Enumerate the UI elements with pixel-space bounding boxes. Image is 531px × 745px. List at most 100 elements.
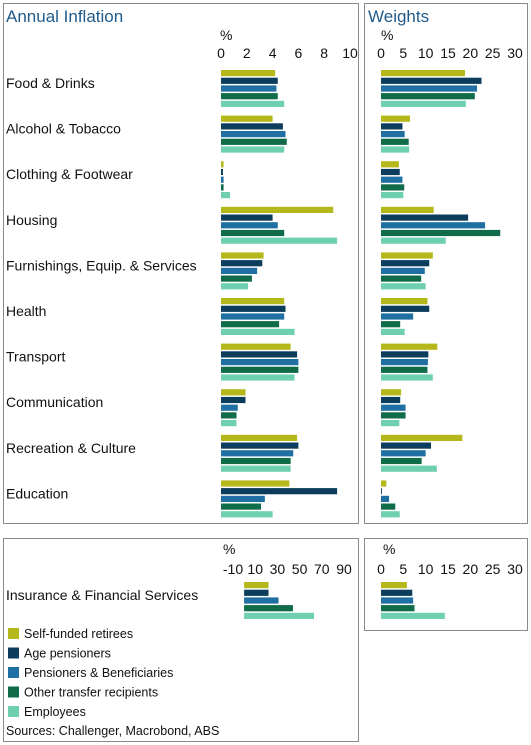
bar [221,115,273,122]
bar [381,237,446,244]
bar [381,305,430,312]
bar [221,123,283,130]
bar [381,351,429,358]
legend-swatch [8,667,19,678]
bar [381,434,463,441]
bar [381,450,426,457]
bar [221,511,273,518]
bar [381,442,432,449]
bar [221,434,298,441]
tick-label: 50 [292,561,308,577]
bar [381,206,434,213]
bar [381,298,428,305]
bar [381,480,387,487]
bar [381,488,382,495]
bar [381,582,407,589]
tick-label: 0 [217,45,225,61]
bar [244,597,279,604]
bar [221,495,265,502]
bar [221,465,291,472]
legend-label: Other transfer recipients [24,686,158,700]
bar [221,374,295,381]
bar [381,222,486,229]
category-label: Transport [6,349,66,365]
category-label: Food & Drinks [6,75,95,91]
panel-frame-insurance-weights [364,538,528,631]
bar [221,214,273,221]
category-label: Alcohol & Tobacco [6,121,121,137]
legend-swatch [8,706,19,717]
bar [381,214,469,221]
bar [221,298,285,305]
bar [381,229,501,237]
unit-label-weights: % [381,27,393,43]
title-inflation: Annual Inflation [6,7,123,26]
bar [381,260,430,267]
legend-label: Self-funded retirees [24,627,133,641]
category-labels: Food & Drinks Alcohol & Tobacco Clothing &… [6,75,198,603]
bar [381,412,406,419]
bar [381,176,403,183]
legend-label: Employees [24,705,86,719]
bar [221,343,291,350]
bar [221,328,295,335]
bar [221,412,237,419]
bar [381,597,414,604]
bar [221,85,277,92]
tick-label: 0 [377,45,385,61]
category-label: Furnishings, Equip. & Services [6,257,197,273]
bar [221,222,278,229]
bar [381,495,390,502]
tick-label: 10 [247,561,263,577]
tick-label: 6 [295,45,303,61]
bar [381,511,400,518]
bar [221,450,294,457]
bar [221,351,298,358]
tick-label: 10 [418,561,434,577]
bar [381,93,475,100]
legend-label: Pensioners & Beneficiaries [24,666,173,680]
bar [381,420,400,427]
tick-label: 25 [485,45,501,61]
bar [221,176,224,183]
bar [381,138,409,145]
bar [221,131,286,138]
panel-frame-insurance-inflation [3,538,359,742]
tick-label: 90 [336,561,352,577]
bar [221,77,278,84]
bar [221,283,249,290]
bar [381,100,466,107]
sources-note: Sources: Challenger, Macrobond, ABS [6,724,219,738]
bar [221,389,246,396]
bar [381,359,428,366]
title-weights: Weights [368,7,429,26]
tick-label: 10 [342,45,358,61]
bar [221,404,238,411]
tick-label: 10 [418,45,434,61]
bars [221,70,501,619]
bar [381,146,410,153]
tick-label: 20 [463,561,479,577]
bar [381,605,415,612]
bar [221,267,258,274]
bar [221,100,285,107]
bar [244,589,269,596]
category-label: Clothing & Footwear [6,166,133,182]
bar [221,275,252,282]
panel-frame-weights [364,3,528,524]
axis-ticks: 0 2 4 6 8 10 0 5 10 15 20 25 30-10 10 30 50 70 90 0 5 10 15 20… [217,45,523,577]
bar [221,192,231,199]
bar [381,161,399,168]
category-label: Education [6,485,68,501]
bar [221,366,299,373]
tick-label: 5 [399,561,407,577]
tick-label: 20 [463,45,479,61]
bar [381,252,433,259]
bar [381,131,405,138]
bar [221,229,285,237]
legend: Self-funded retirees Age pensioners Pensio… [8,627,173,719]
bar [244,612,315,619]
bar [381,70,465,77]
bar [221,206,334,213]
